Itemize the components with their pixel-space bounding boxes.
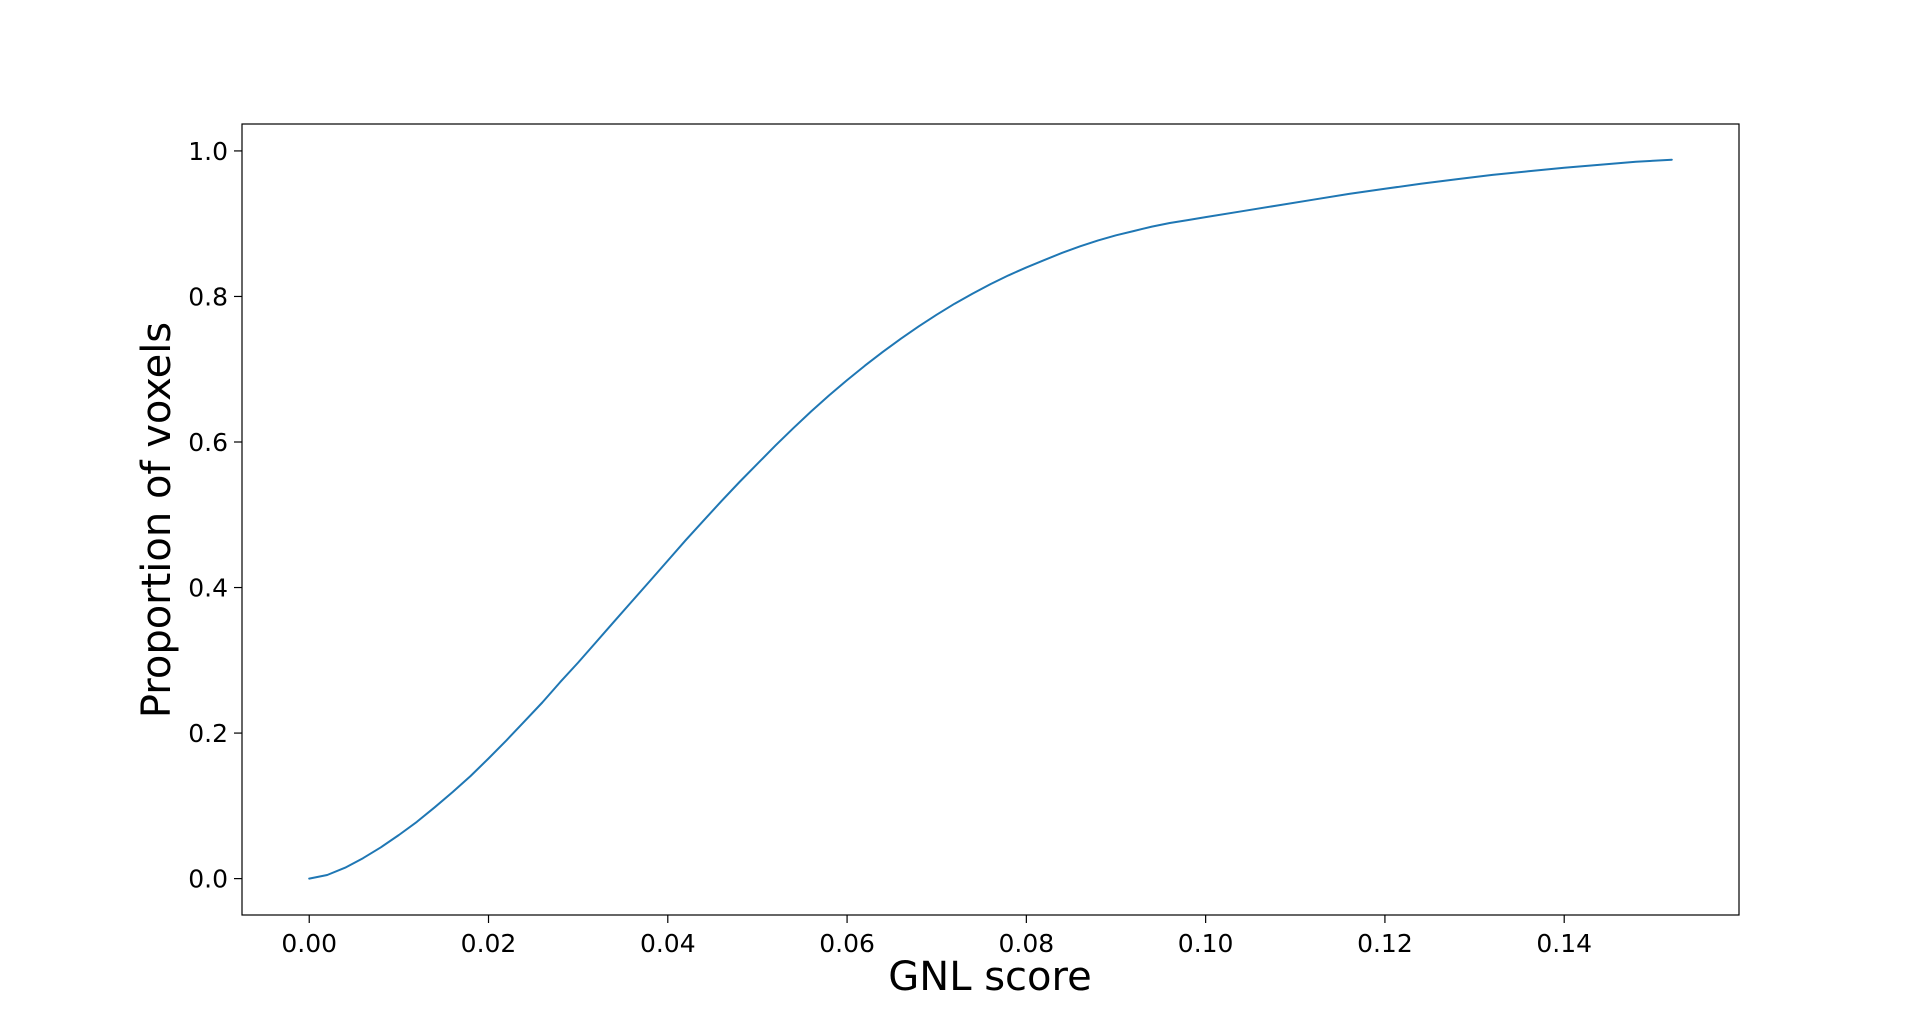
x-axis-ticks: 0.00 0.02 0.04 0.06 0.08 0.10 0.12 0.14 (281, 915, 1592, 958)
y-tick-label: 0.0 (188, 865, 228, 894)
axes-frame (241, 123, 1740, 916)
x-tick-label: 0.00 (281, 929, 337, 958)
x-tick-label: 0.02 (461, 929, 517, 958)
y-tick-label: 0.2 (188, 719, 228, 748)
x-tick-label: 0.08 (999, 929, 1055, 958)
y-tick-label: 0.8 (188, 282, 228, 311)
x-axis-label: GNL score (888, 954, 1091, 1000)
y-tick-label: 0.6 (188, 428, 228, 457)
y-tick-label: 1.0 (188, 137, 228, 166)
series-line-0 (308, 158, 1673, 880)
y-axis-ticks: 0.0 0.2 0.4 0.6 0.8 1.0 (188, 137, 242, 894)
x-tick-label: 0.06 (819, 929, 875, 958)
y-axis-label: Proportion of voxels (134, 322, 180, 718)
x-tick-label: 0.10 (1178, 929, 1234, 958)
x-tick-label: 0.14 (1536, 929, 1592, 958)
plot-area (241, 123, 1740, 916)
x-tick-label: 0.12 (1357, 929, 1413, 958)
x-tick-label: 0.04 (640, 929, 696, 958)
y-tick-label: 0.4 (188, 574, 228, 603)
